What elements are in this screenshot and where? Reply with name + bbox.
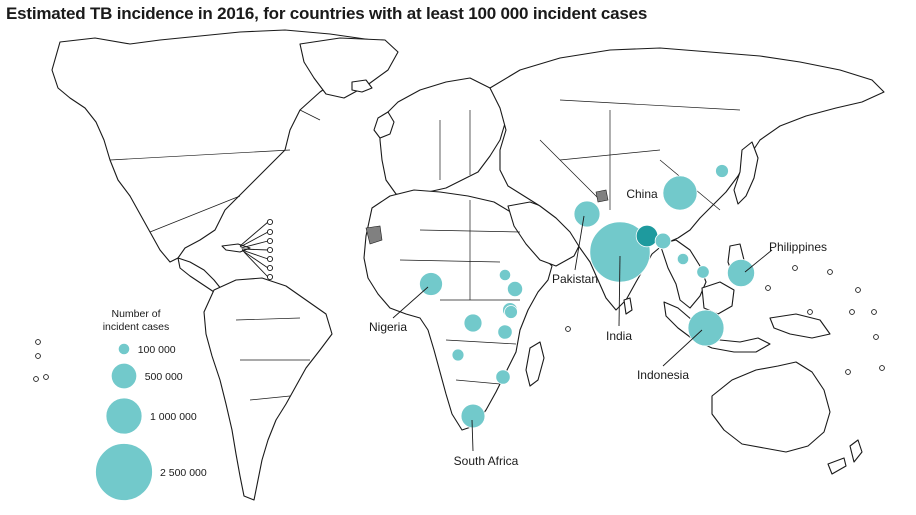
- bubble-indonesia: [687, 309, 725, 347]
- leader-lines: [392, 215, 773, 452]
- label-indonesia: Indonesia: [637, 368, 689, 382]
- bubble-sudan: [498, 268, 512, 282]
- leader-line-philippines: [744, 249, 773, 273]
- south-america: [203, 277, 333, 501]
- europe: [379, 77, 507, 197]
- sri-lanka: [623, 297, 633, 315]
- kashmir: [595, 189, 609, 203]
- bubble-south-africa: [460, 403, 486, 429]
- country-borders: [109, 99, 741, 401]
- bubble-thailand: [696, 265, 710, 279]
- label-india: India: [606, 329, 632, 343]
- bubble-angola: [451, 348, 465, 362]
- legend-bubble-2: [110, 362, 138, 390]
- legend-title-line1: Number of: [111, 308, 160, 320]
- legend-bubble-3: [105, 397, 143, 435]
- central-america: [177, 257, 223, 293]
- bubble-bangladesh: [635, 224, 659, 248]
- legend-label-2: 500 000: [145, 371, 183, 383]
- new-zealand-south: [827, 457, 847, 475]
- map-title: Estimated TB incidence in 2016, for coun…: [6, 4, 648, 23]
- bubble-china: [662, 175, 698, 211]
- ocean-islets: [33, 265, 885, 382]
- bubble-dpr-korea: [715, 164, 729, 178]
- label-south-africa: South Africa: [454, 454, 519, 468]
- bubble-layer: [419, 164, 756, 429]
- bubble-tanzania: [497, 324, 513, 340]
- caribbean-callouts: [239, 218, 274, 281]
- land-masses: [51, 29, 885, 501]
- se-asia: [659, 239, 707, 309]
- bubble-uganda: [504, 305, 518, 319]
- label-nigeria: Nigeria: [369, 320, 407, 334]
- legend-label-4: 2 500 000: [160, 467, 207, 479]
- uk: [373, 111, 395, 139]
- caribbean: [221, 243, 251, 253]
- label-pakistan: Pakistan: [552, 272, 598, 286]
- leader-line-south-africa: [471, 419, 474, 452]
- legend-label-3: 1 000 000: [150, 411, 197, 423]
- borneo: [701, 281, 735, 315]
- bubble-myanmar: [654, 232, 672, 250]
- madagascar: [525, 341, 545, 387]
- north-america: [51, 29, 393, 263]
- bubble-mozambique: [495, 369, 511, 385]
- bubble-philippines: [726, 258, 756, 288]
- label-philippines: Philippines: [769, 240, 827, 254]
- bubble-dr-congo: [463, 313, 483, 333]
- legend-title-line2: incident cases: [103, 321, 170, 333]
- bubble-cambodia: [676, 252, 690, 266]
- leader-line-indonesia: [662, 329, 703, 367]
- new-zealand: [849, 439, 863, 463]
- bubble-pakistan: [573, 200, 601, 228]
- leader-line-nigeria: [392, 286, 429, 319]
- leader-line-india: [618, 255, 621, 327]
- country-labels: China Pakistan India Indonesia Philippines Ni…: [369, 187, 827, 468]
- legend-bubble-4: [95, 443, 153, 501]
- new-guinea: [769, 313, 831, 339]
- legend-bubble-1: [117, 342, 131, 356]
- legend-label-1: 100 000: [138, 344, 176, 356]
- australia: [711, 361, 831, 453]
- western-sahara: [365, 225, 383, 245]
- bubble-ethiopia: [506, 280, 524, 298]
- leader-line-pakistan: [574, 215, 585, 271]
- japan: [733, 141, 759, 205]
- iceland: [351, 79, 373, 93]
- label-china: China: [626, 187, 658, 201]
